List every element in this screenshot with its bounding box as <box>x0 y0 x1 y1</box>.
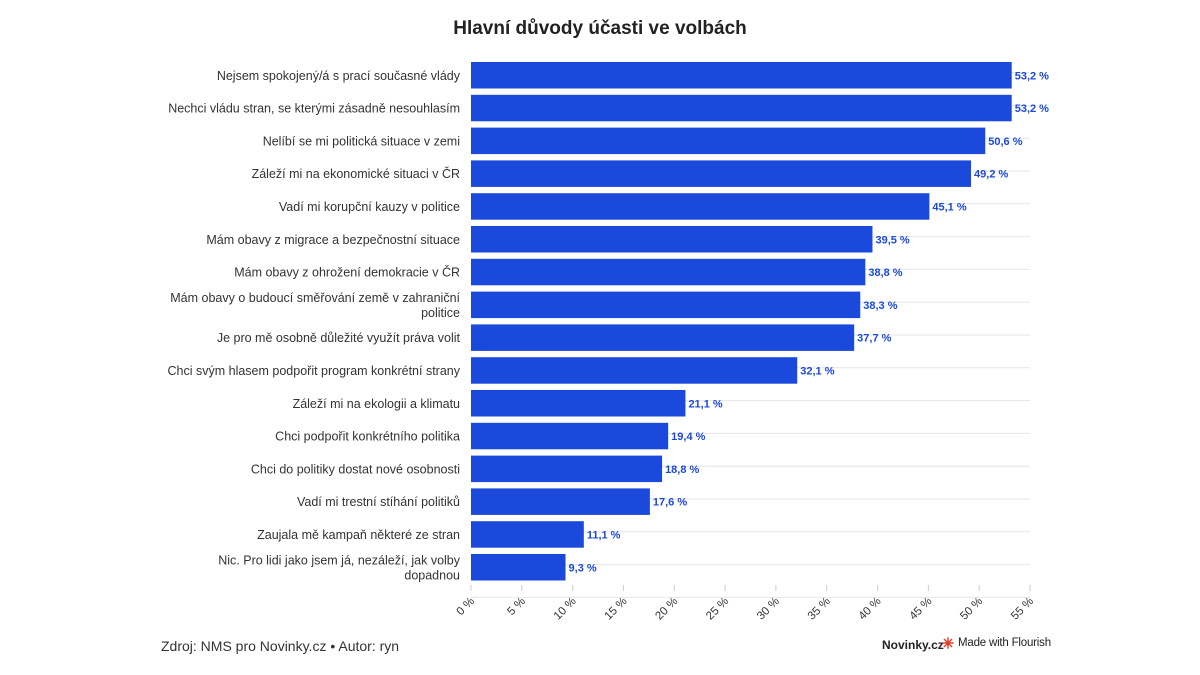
value-label: 50,6 % <box>988 136 1022 148</box>
category-label: Chci do politiky dostat nové osobnosti <box>251 462 460 476</box>
category-label: Nelíbí se mi politická situace v zemi <box>263 134 460 148</box>
bar <box>471 160 972 187</box>
category-label: Vadí mi trestní stíhání politiků <box>297 495 460 509</box>
bar <box>471 357 798 384</box>
value-label: 53,2 % <box>1015 70 1049 82</box>
bar <box>471 291 861 319</box>
value-label: 45,1 % <box>932 201 966 213</box>
value-label: 53,2 % <box>1015 103 1049 115</box>
bar <box>471 554 566 581</box>
category-label: Mám obavy o budoucí směřování země v zah… <box>170 291 460 320</box>
bar <box>471 455 663 483</box>
value-label: 11,1 % <box>587 529 621 541</box>
category-label: Nechci vládu stran, se kterými zásadně n… <box>168 102 460 116</box>
category-label: Chci podpořit konkrétního politika <box>275 430 460 444</box>
x-tick-label: 50 % <box>958 595 985 622</box>
x-tick-label: 55 % <box>1009 595 1036 622</box>
value-label: 38,3 % <box>863 300 897 312</box>
x-tick-label: 45 % <box>907 595 934 622</box>
bar <box>471 521 584 548</box>
bar <box>471 258 866 286</box>
value-label: 37,7 % <box>857 333 891 345</box>
value-label: 9,3 % <box>569 562 597 574</box>
brand-logo[interactable]: Novinky.cz <box>882 638 944 652</box>
flourish-label: Made with Flourish <box>958 637 1051 649</box>
x-tick-label: 35 % <box>806 595 833 622</box>
category-label: Záleží mi na ekonomické situaci v ČR <box>252 166 460 181</box>
bar <box>471 226 873 253</box>
bar <box>471 488 650 515</box>
category-label: Mám obavy z migrace a bezpečnostní situa… <box>206 233 460 247</box>
category-labels: Nejsem spokojený/á s prací současné vlád… <box>168 69 461 583</box>
value-label: 18,8 % <box>665 464 699 476</box>
x-tick-label: 20 % <box>653 595 680 622</box>
category-label: Nejsem spokojený/á s prací současné vlád… <box>217 69 461 83</box>
bar <box>471 94 1012 122</box>
bar <box>471 324 855 351</box>
value-label: 49,2 % <box>974 169 1008 181</box>
flourish-icon <box>942 637 954 649</box>
bar <box>471 422 669 450</box>
x-tick-label: 10 % <box>552 595 579 622</box>
chart-title: Hlavní důvody účasti ve volbách <box>453 18 747 39</box>
value-label: 39,5 % <box>875 234 909 246</box>
bar <box>471 62 1012 89</box>
x-tick-label: 5 % <box>505 595 528 618</box>
x-tick-label: 30 % <box>755 595 782 622</box>
category-label: Zaujala mě kampaň některé ze stran <box>257 528 460 542</box>
bar <box>471 127 986 155</box>
x-axis-ticks: 0 % 5 % 10 % 15 % 20 % 25 % 30 % 35 % 40 % 45 % 50… <box>455 584 1036 622</box>
value-labels: 53,2 % 53,2 % 50,6 % 49,2 % 45,1 % 39,5 % 38,8… <box>569 70 1050 574</box>
x-tick-label: 15 % <box>603 595 630 622</box>
category-label: Chci svým hlasem podpořit program konkré… <box>168 364 461 378</box>
category-label: Záleží mi na ekologii a klimatu <box>293 397 460 411</box>
value-label: 19,4 % <box>671 431 705 443</box>
category-label: Nic. Pro lidi jako jsem já, nezáleží, ja… <box>218 553 461 582</box>
category-label: Je pro mě osobně důležité využít práva v… <box>217 331 461 345</box>
flourish-credit[interactable]: Made with Flourish <box>942 637 1051 649</box>
category-label: Vadí mi korupční kauzy v politice <box>279 200 460 214</box>
value-label: 32,1 % <box>800 365 834 377</box>
source-note: Zdroj: NMS pro Novinky.cz • Autor: ryn <box>161 638 400 654</box>
x-tick-label: 0 % <box>455 595 478 618</box>
x-tick-label: 25 % <box>704 595 731 622</box>
bar <box>471 193 930 220</box>
category-label: Mám obavy z ohrožení demokracie v ČR <box>234 265 460 280</box>
bars <box>471 62 1012 581</box>
value-label: 17,6 % <box>653 497 687 509</box>
x-tick-label: 40 % <box>857 595 884 622</box>
bar <box>471 390 686 417</box>
value-label: 38,8 % <box>868 267 902 279</box>
value-label: 21,1 % <box>688 398 722 410</box>
